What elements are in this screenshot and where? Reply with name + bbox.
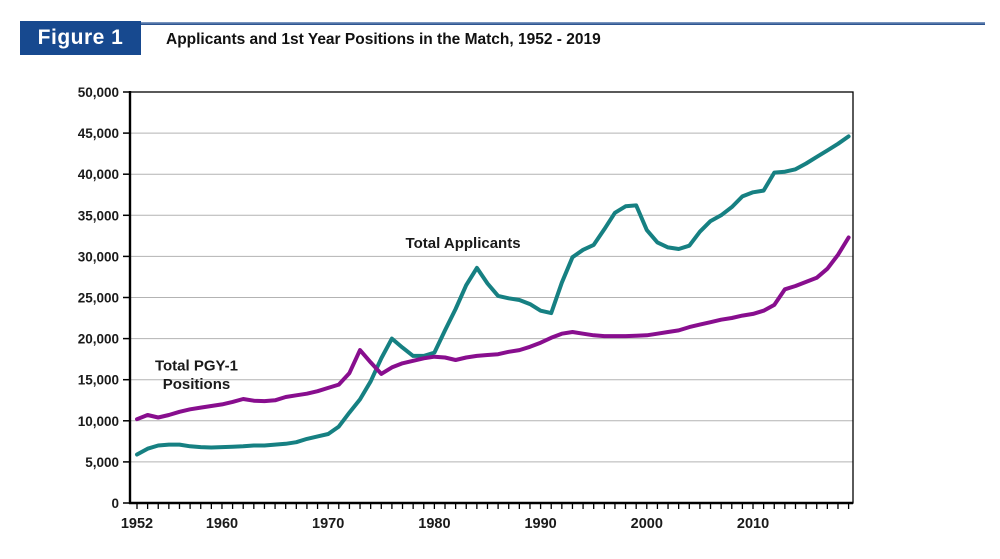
header-rule bbox=[20, 22, 985, 25]
x-tick-label: 1960 bbox=[206, 516, 238, 532]
y-tick-label: 35,000 bbox=[78, 208, 119, 223]
x-tick-label: 2010 bbox=[737, 516, 769, 532]
series-line-total-applicants bbox=[135, 134, 851, 457]
series-line-total-pgy-1-positions bbox=[135, 235, 851, 422]
chart-title: Applicants and 1st Year Positions in the… bbox=[166, 31, 601, 48]
x-tick-label: 1990 bbox=[524, 516, 556, 532]
y-tick-label: 10,000 bbox=[78, 414, 119, 429]
x-tick-label: 2000 bbox=[631, 516, 663, 532]
x-tick-label: 1952 bbox=[121, 516, 153, 532]
y-tick-label: 0 bbox=[111, 496, 119, 511]
y-tick-label: 50,000 bbox=[78, 85, 119, 100]
y-tick-label: 30,000 bbox=[78, 249, 119, 264]
x-tick-label: 1980 bbox=[418, 516, 450, 532]
annotation-total-pgy-1-positions: Positions bbox=[163, 376, 231, 393]
y-tick-label: 15,000 bbox=[78, 373, 119, 388]
annotation-total-applicants: Total Applicants bbox=[406, 235, 521, 252]
y-tick-label: 40,000 bbox=[78, 167, 119, 182]
y-tick-label: 20,000 bbox=[78, 332, 119, 347]
annotation-total-pgy-1-positions: Total PGY-1 bbox=[155, 358, 238, 375]
y-tick-label: 5,000 bbox=[85, 455, 119, 470]
y-tick-label: 45,000 bbox=[78, 126, 119, 141]
figure-label-badge: Figure 1 bbox=[20, 21, 141, 55]
y-tick-label: 25,000 bbox=[78, 291, 119, 306]
x-tick-label: 1970 bbox=[312, 516, 344, 532]
